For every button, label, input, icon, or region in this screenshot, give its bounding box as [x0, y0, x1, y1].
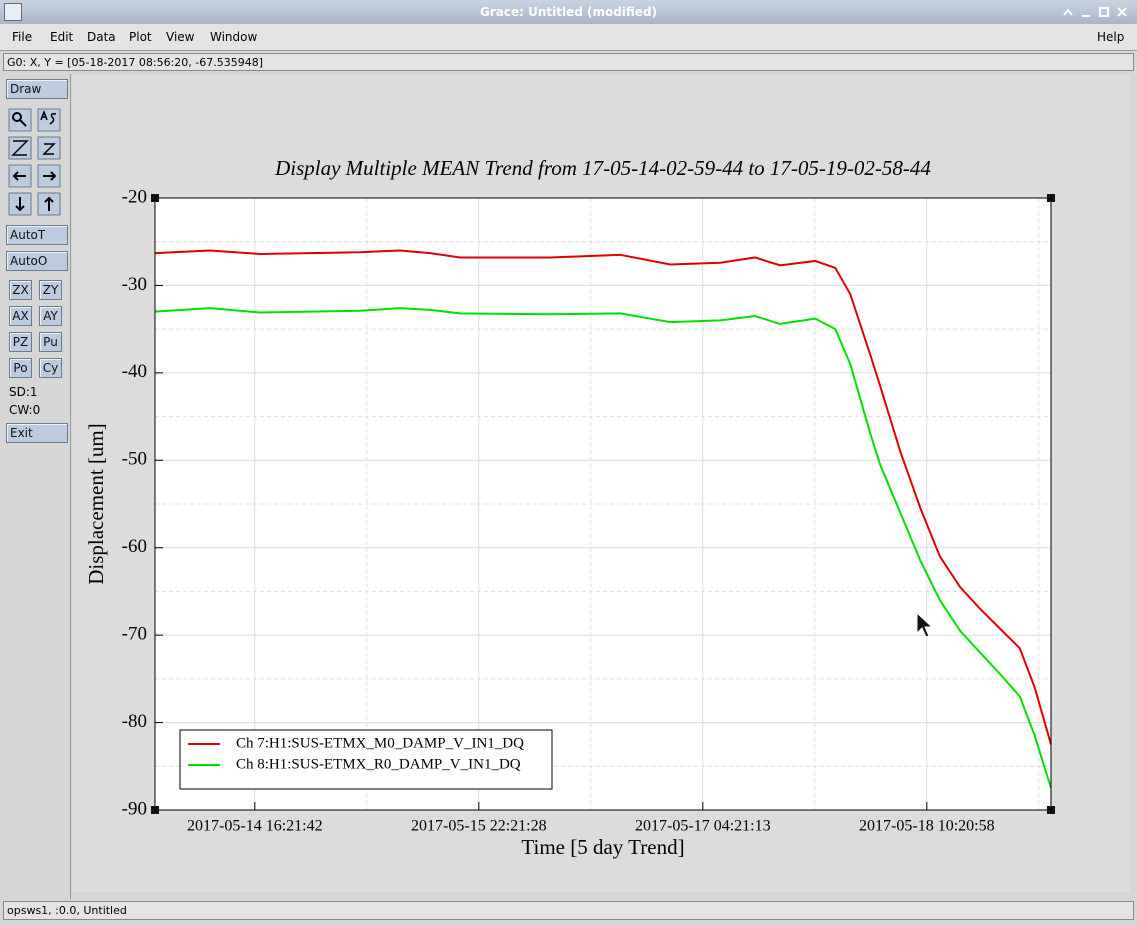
right-button[interactable]	[37, 164, 61, 188]
tool-button[interactable]: Cy	[39, 358, 62, 378]
x-tick-label: 2017-05-18 10:20:58	[859, 818, 995, 835]
window-controls[interactable]	[1060, 4, 1134, 20]
handle[interactable]	[1047, 194, 1055, 202]
y-tick-label: -20	[122, 186, 147, 207]
toolbar: Draw AutoT AutoO ZX ZY AX AY PZ Pu Po Cy SD:1 C…	[0, 74, 71, 899]
autot-button[interactable]: AutoT	[6, 225, 68, 245]
menu-item[interactable]: Window	[210, 30, 258, 44]
title-bar: Grace: Untitled (modified)	[0, 0, 1137, 24]
sd-label: SD:1	[9, 385, 38, 399]
exit-button[interactable]: Exit	[6, 423, 68, 443]
y-tick-label: -30	[122, 274, 147, 295]
zoom-y-button[interactable]	[37, 136, 61, 160]
up-button[interactable]	[37, 192, 61, 216]
y-tick-label: -50	[122, 449, 147, 470]
legend-box	[179, 729, 553, 790]
x-tick-label: 2017-05-14 16:21:42	[187, 818, 323, 835]
autoo-button[interactable]: AutoO	[6, 251, 68, 271]
left-button[interactable]	[8, 164, 32, 188]
menu-item[interactable]: View	[166, 30, 195, 44]
menu-help[interactable]: Help	[1097, 30, 1125, 44]
x-tick-label: 2017-05-15 22:21:28	[411, 818, 547, 835]
icon-buttons	[8, 108, 61, 216]
maximize-button[interactable]	[1099, 7, 1109, 17]
tool-button[interactable]: PZ	[9, 332, 32, 352]
tool-button[interactable]: ZX	[9, 280, 32, 300]
status-line: G0: X, Y = [05-18-2017 08:56:20, -67.535…	[3, 53, 1134, 71]
shade-button[interactable]	[1063, 8, 1073, 16]
lines	[154, 249, 1052, 789]
menu-item[interactable]: File	[12, 30, 33, 44]
close-button[interactable]	[1117, 7, 1127, 17]
y-tick-label: -70	[122, 624, 147, 645]
menu-bar: File Edit Data Plot View Window Help	[0, 24, 1137, 51]
y-tick-label: -40	[122, 361, 147, 382]
y-axis-label: Displacement [um]	[84, 423, 108, 585]
handle[interactable]	[1047, 806, 1055, 814]
y-tick-label: -80	[122, 711, 147, 732]
menu-item[interactable]: Plot	[129, 30, 152, 44]
x-tick-label: 2017-05-17 04:21:13	[635, 818, 771, 835]
app-icon	[4, 3, 22, 21]
down-button[interactable]	[8, 192, 32, 216]
y-tick-label: -60	[122, 536, 147, 557]
series-line	[154, 307, 1052, 789]
menu-item[interactable]: Data	[87, 30, 116, 44]
tool-button[interactable]: ZY	[39, 280, 62, 300]
footer: opsws1, :0.0, Untitled	[3, 901, 1134, 920]
legend-label: Ch 7:H1:SUS-ETMX_M0_DAMP_V_IN1_DQ	[236, 735, 524, 751]
tool-button[interactable]: AX	[9, 306, 32, 326]
plot-frame	[154, 197, 1052, 811]
chart-title: Display Multiple MEAN Trend from 17-05-1…	[274, 156, 931, 180]
handle[interactable]	[151, 194, 159, 202]
grid	[155, 197, 1051, 811]
tool-button[interactable]: Pu	[39, 332, 62, 352]
tool-button[interactable]: AY	[39, 306, 62, 326]
zoom-x-button[interactable]	[8, 136, 32, 160]
y-tick-label: -90	[122, 798, 147, 819]
text-button[interactable]	[37, 108, 61, 132]
legend: Ch 7:H1:SUS-ETMX_M0_DAMP_V_IN1_DQ Ch 8:H1…	[179, 729, 553, 790]
menu-item[interactable]: Edit	[50, 30, 74, 44]
window-title: Grace: Untitled (modified)	[479, 5, 658, 19]
handle[interactable]	[151, 806, 159, 814]
cw-label: CW:0	[9, 403, 41, 417]
draw-button[interactable]: Draw	[6, 79, 68, 99]
series-line	[154, 249, 1052, 745]
legend-label: Ch 8:H1:SUS-ETMX_R0_DAMP_V_IN1_DQ	[236, 756, 521, 772]
zoom-button[interactable]	[8, 108, 32, 132]
mouse-cursor	[916, 611, 934, 638]
tool-button[interactable]: Po	[9, 358, 32, 378]
x-axis-label: Time [5 day Trend]	[521, 835, 684, 859]
